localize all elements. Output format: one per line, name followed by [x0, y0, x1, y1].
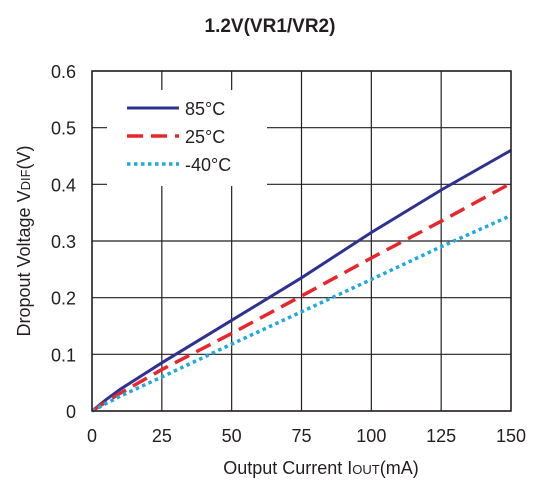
legend: 85°C 25°C -40°C	[107, 90, 267, 186]
x-tick-label: 25	[152, 426, 172, 446]
x-tick-label: 50	[222, 426, 242, 446]
y-tick-label: 0.6	[51, 62, 76, 82]
y-tick-label: 0.1	[51, 345, 76, 365]
y-tick-label: 0	[66, 402, 76, 422]
tick-labels: 0 25 50 75 100 125 150 0 0.1 0.2 0.3 0.4 0.5 0.6	[51, 62, 526, 446]
y-axis-title-main: Dropout Voltage V	[14, 190, 34, 336]
legend-background	[107, 90, 267, 186]
series-lines	[91, 148, 512, 413]
y-axis-title-sub: DIF	[18, 169, 33, 190]
plot-area-frame	[91, 70, 512, 412]
x-tick-label: 75	[291, 426, 311, 446]
x-tick-label: 0	[87, 426, 97, 446]
series-line	[91, 148, 512, 413]
x-axis-title: Output Current IOUT(mA)	[223, 458, 419, 478]
y-tick-label: 0.4	[51, 175, 76, 195]
x-tick-label: 150	[496, 426, 526, 446]
series-line	[91, 181, 512, 413]
x-axis-title-main: Output Current I	[223, 458, 352, 478]
y-tick-label: 0.2	[51, 289, 76, 309]
x-axis-title-sub: OUT	[352, 462, 380, 477]
legend-label: -40°C	[185, 155, 231, 175]
y-axis-title: Dropout Voltage VDIF(V)	[14, 145, 34, 336]
chart-title: 1.2V(VR1/VR2)	[205, 16, 336, 37]
y-axis-title-unit: (V)	[14, 145, 34, 169]
series-line	[91, 213, 512, 413]
x-tick-label: 125	[426, 426, 456, 446]
y-tick-label: 0.5	[51, 119, 76, 139]
x-axis-title-unit: (mA)	[380, 458, 419, 478]
legend-label: 25°C	[185, 127, 225, 147]
legend-label: 85°C	[185, 99, 225, 119]
x-tick-label: 100	[356, 426, 386, 446]
y-tick-label: 0.3	[51, 232, 76, 252]
